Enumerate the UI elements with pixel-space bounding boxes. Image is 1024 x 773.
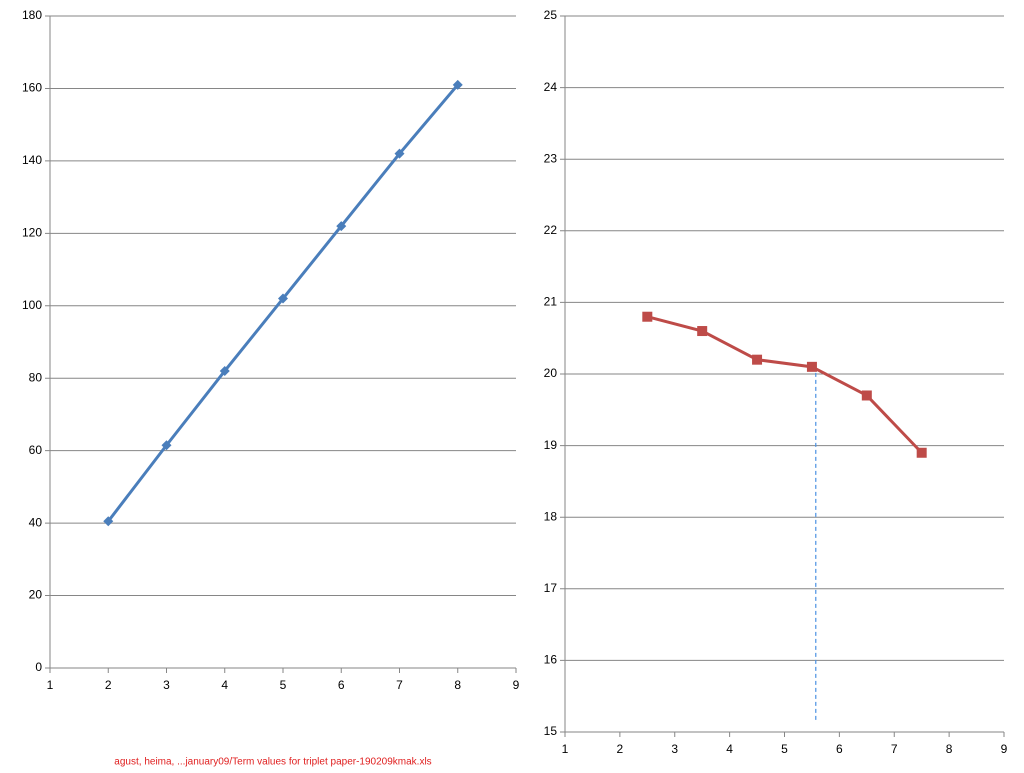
y-tick-label: 160 [22,81,42,95]
x-tick-label: 3 [671,742,678,756]
y-tick-label: 80 [29,370,43,384]
point [861,390,872,401]
point [697,326,708,337]
point [278,293,288,304]
x-tick-label: 4 [726,742,733,756]
point [916,447,927,458]
x-tick-label: 8 [454,678,461,692]
point [642,311,653,322]
x-tick-label: 6 [836,742,843,756]
point [103,516,114,527]
point [161,440,172,451]
x-tick-label: 4 [221,678,228,692]
y-tick-label: 20 [29,588,43,602]
x-tick-label: 9 [1001,742,1008,756]
x-tick-label: 7 [891,742,898,756]
x-tick-label: 5 [781,742,788,756]
x-tick-label: 7 [396,678,403,692]
x-tick-label: 3 [163,678,170,692]
y-tick-label: 23 [544,151,558,165]
y-tick-label: 40 [29,515,43,529]
x-tick-label: 2 [617,742,624,756]
y-tick-label: 140 [22,153,42,167]
y-tick-label: 18 [544,509,558,523]
y-tick-label: 120 [22,226,42,240]
point [452,79,463,90]
point [394,148,405,159]
x-tick-label: 5 [280,678,287,692]
y-tick-label: 20 [544,366,558,380]
footer: agust, heima, ...january09/Term values f… [114,757,431,768]
y-tick-label: 21 [544,295,558,309]
point [806,361,817,372]
point [752,354,763,365]
y-tick-label: 24 [544,80,558,94]
x-tick-label: 6 [338,678,345,692]
x-tick-label: 8 [946,742,953,756]
x-tick-label: 2 [105,678,112,692]
y-tick-label: 25 [544,8,558,22]
series-line [646,315,923,454]
y-tick-label: 19 [544,438,558,452]
x-tick-label: 9 [513,678,520,692]
y-tick-label: 15 [544,724,558,738]
y-tick-label: 17 [544,581,558,595]
x-tick-label: 1 [47,678,54,692]
y-tick-label: 60 [29,443,43,457]
y-tick-label: 180 [22,8,42,22]
y-tick-label: 16 [544,653,558,667]
y-tick-label: 100 [22,298,42,312]
y-tick-label: 0 [35,660,42,674]
point [336,221,347,232]
y-tick-label: 22 [544,223,558,237]
x-tick-label: 1 [562,742,569,756]
point [219,365,230,376]
